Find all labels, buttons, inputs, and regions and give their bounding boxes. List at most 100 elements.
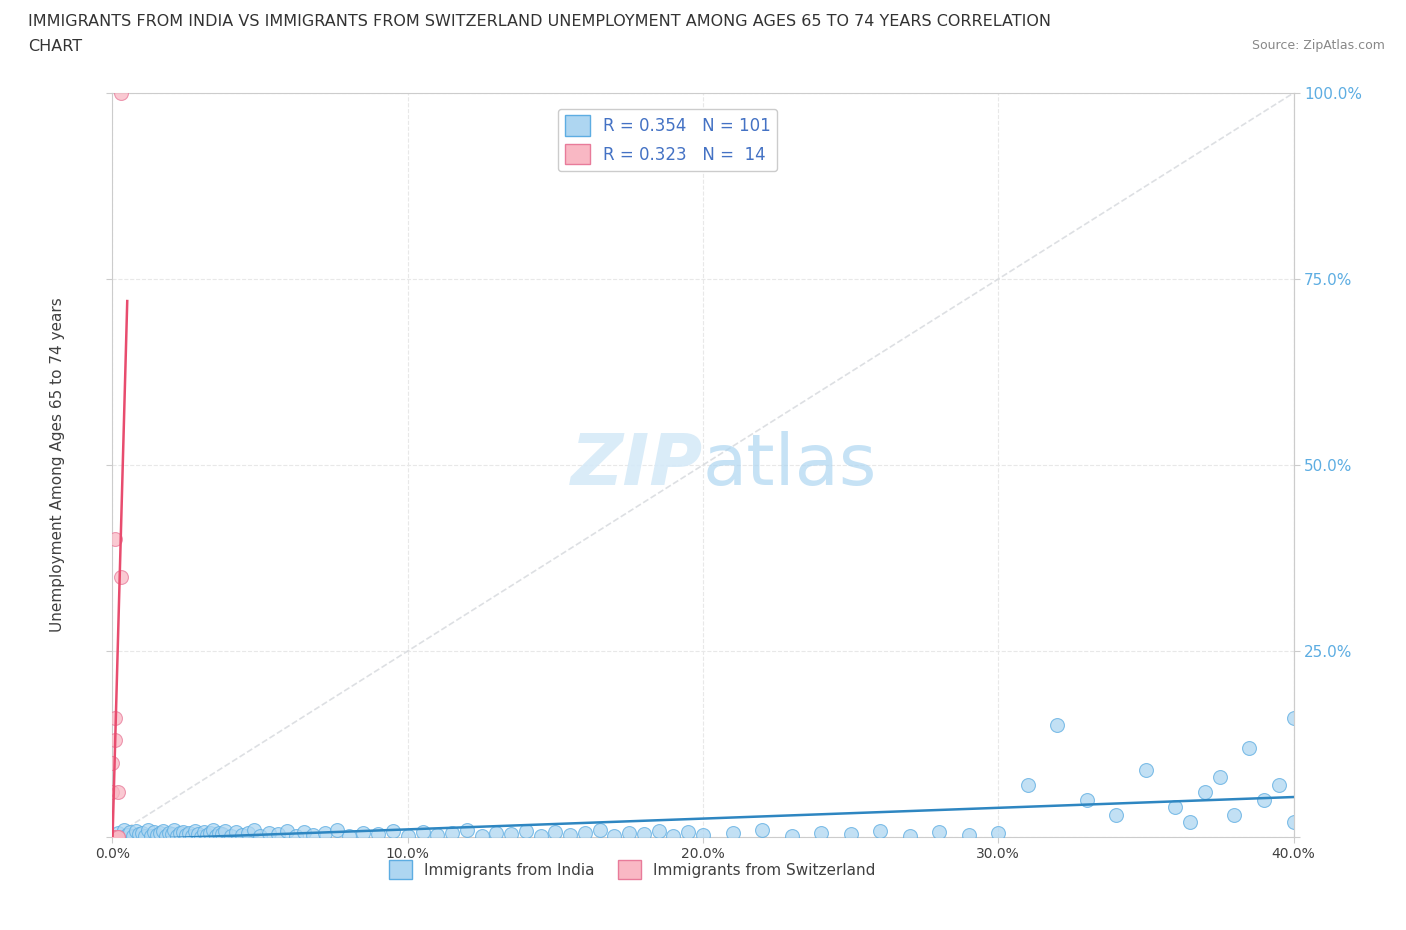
Point	[456, 823, 478, 838]
Point	[152, 824, 174, 839]
Point	[588, 823, 610, 838]
Point	[104, 711, 127, 725]
Point	[238, 826, 260, 841]
Point	[751, 823, 773, 838]
Point	[104, 830, 127, 844]
Point	[839, 827, 862, 842]
Point	[411, 824, 433, 839]
Point	[136, 823, 159, 838]
Point	[110, 830, 132, 844]
Point	[172, 824, 194, 839]
Point	[619, 825, 641, 840]
Point	[1239, 740, 1261, 755]
Point	[107, 826, 129, 841]
Point	[174, 828, 197, 843]
Point	[515, 824, 537, 839]
Point	[160, 827, 183, 842]
Point	[529, 828, 551, 843]
Point	[302, 828, 325, 843]
Point	[426, 828, 449, 843]
Text: ZIP: ZIP	[571, 431, 703, 499]
Point	[166, 829, 188, 844]
Point	[314, 826, 336, 841]
Point	[1208, 770, 1232, 785]
Point	[104, 532, 127, 547]
Point	[181, 828, 204, 843]
Point	[780, 829, 803, 844]
Point	[352, 825, 374, 840]
Point	[101, 830, 124, 844]
Point	[107, 830, 129, 844]
Point	[110, 86, 132, 100]
Point	[1105, 807, 1128, 822]
Point	[243, 823, 266, 838]
Point	[544, 824, 567, 839]
Point	[1017, 777, 1039, 792]
Point	[441, 826, 464, 841]
Point	[574, 826, 596, 841]
Point	[284, 828, 307, 843]
Point	[928, 824, 950, 839]
Point	[134, 828, 156, 843]
Point	[501, 827, 523, 842]
Text: atlas: atlas	[703, 431, 877, 499]
Point	[267, 827, 290, 842]
Point	[110, 569, 132, 584]
Point	[337, 829, 360, 844]
Point	[1282, 815, 1305, 830]
Point	[128, 827, 150, 842]
Point	[146, 828, 169, 843]
Point	[249, 829, 271, 844]
Point	[169, 826, 191, 841]
Point	[155, 828, 177, 843]
Point	[125, 824, 148, 839]
Point	[187, 827, 209, 842]
Point	[1253, 792, 1275, 807]
Point	[898, 828, 921, 843]
Point	[195, 828, 218, 843]
Point	[292, 824, 315, 839]
Point	[190, 830, 212, 844]
Point	[367, 827, 389, 842]
Point	[101, 830, 124, 844]
Point	[1076, 792, 1098, 807]
Point	[122, 829, 145, 844]
Point	[142, 824, 165, 839]
Text: IMMIGRANTS FROM INDIA VS IMMIGRANTS FROM SWITZERLAND UNEMPLOYMENT AMONG AGES 65 : IMMIGRANTS FROM INDIA VS IMMIGRANTS FROM…	[28, 14, 1052, 29]
Point	[1223, 807, 1246, 822]
Point	[179, 825, 201, 840]
Point	[396, 828, 419, 843]
Point	[120, 824, 142, 839]
Point	[214, 824, 236, 839]
Point	[219, 828, 242, 843]
Point	[117, 828, 138, 843]
Point	[101, 830, 124, 844]
Point	[1268, 777, 1291, 792]
Point	[104, 733, 127, 748]
Point	[603, 829, 626, 844]
Point	[101, 755, 124, 770]
Point	[193, 824, 215, 839]
Point	[869, 824, 891, 839]
Point	[139, 829, 162, 844]
Point	[382, 824, 405, 839]
Text: Source: ZipAtlas.com: Source: ZipAtlas.com	[1251, 39, 1385, 52]
Point	[211, 827, 233, 842]
Point	[810, 825, 832, 840]
Legend: Immigrants from India, Immigrants from Switzerland: Immigrants from India, Immigrants from S…	[382, 855, 882, 885]
Point	[107, 830, 129, 844]
Point	[112, 822, 135, 837]
Point	[633, 827, 655, 842]
Point	[184, 824, 207, 839]
Point	[107, 785, 129, 800]
Point	[149, 826, 172, 841]
Point	[198, 826, 221, 841]
Point	[201, 823, 224, 838]
Text: CHART: CHART	[28, 39, 82, 54]
Point	[1282, 711, 1305, 725]
Point	[721, 826, 744, 841]
Point	[678, 824, 700, 839]
Point	[470, 829, 494, 844]
Point	[1046, 718, 1069, 733]
Point	[1164, 800, 1187, 815]
